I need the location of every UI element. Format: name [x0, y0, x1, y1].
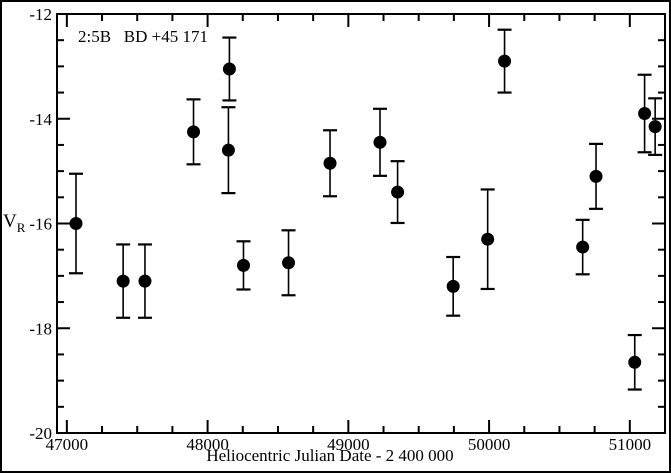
data-point-group [446, 255, 461, 317]
x-axis: 47000 48000 49000 50000 51000 [46, 14, 651, 454]
data-point-group [390, 160, 405, 225]
data-point-group [281, 229, 296, 297]
data-point [498, 54, 512, 68]
x-axis-label: Heliocentric Julian Date - 2 400 000 [206, 446, 454, 465]
data-point-group [497, 28, 512, 94]
data-point [576, 240, 590, 254]
data-point [221, 143, 235, 157]
data-point [138, 274, 152, 288]
data-point-group [648, 97, 663, 156]
data-point [638, 107, 652, 121]
data-point [628, 355, 642, 369]
data-point [481, 232, 495, 246]
data-point-group [186, 98, 201, 166]
data-point-group [222, 36, 237, 102]
plot-frame [56, 13, 666, 434]
y-axis-label-main: V [3, 211, 17, 232]
data-point [236, 258, 250, 272]
data-point [373, 135, 387, 149]
data-point [282, 256, 296, 270]
data-point-group [575, 218, 590, 276]
data-point-group [589, 142, 604, 210]
data-point-group [236, 240, 251, 291]
data-point [391, 185, 405, 199]
data-point [222, 62, 236, 76]
data-point [69, 217, 83, 230]
x-tick-label: 48000 [186, 435, 229, 454]
data-point [589, 169, 603, 183]
data-point-group [480, 188, 495, 291]
y-tick-label: -18 [29, 319, 52, 338]
y-tick-label: -12 [29, 5, 52, 24]
data-point [187, 125, 201, 139]
y-tick-label: -20 [29, 424, 52, 443]
data-point [323, 156, 337, 170]
y-tick-label: -14 [29, 110, 52, 129]
y-axis: -12 -14 -16 -18 -20 [29, 5, 665, 443]
data-point [116, 274, 130, 288]
data-point-group [373, 107, 387, 177]
y-axis-label: VR [3, 211, 25, 236]
data-point [648, 120, 662, 134]
data-series [69, 28, 663, 391]
data-point-group [627, 333, 642, 391]
data-point-group [323, 129, 338, 198]
data-point-group [69, 172, 83, 275]
x-tick-label: 49000 [327, 435, 370, 454]
x-tick-label: 51000 [609, 435, 652, 454]
data-point-group [637, 73, 652, 154]
x-tick-label: 47000 [46, 435, 89, 454]
data-point-group [221, 106, 236, 195]
x-tick-label: 50000 [468, 435, 511, 454]
y-tick-label: -16 [29, 215, 52, 234]
data-point-group [137, 243, 152, 319]
y-axis-label-subscript: R [16, 219, 26, 235]
data-point-group [116, 243, 131, 319]
data-point [446, 279, 460, 293]
chart-title: 2:5B BD +45 171 [78, 27, 209, 46]
